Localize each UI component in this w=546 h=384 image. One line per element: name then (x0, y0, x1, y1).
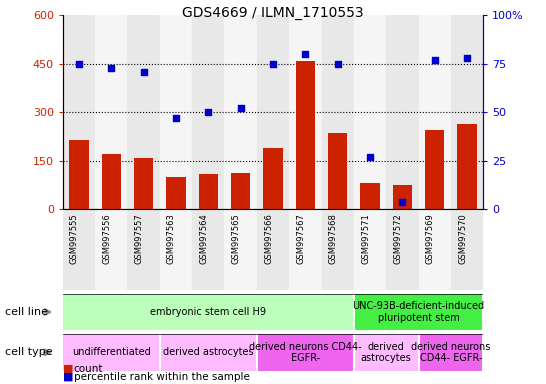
Text: count: count (74, 364, 103, 374)
Bar (127, 209, 160, 290)
Bar (328, 133, 347, 209)
Text: derived
astrocytes: derived astrocytes (361, 341, 412, 363)
Point (107, 65, 116, 71)
Point (236, 105, 245, 111)
Point (430, 57, 439, 63)
Bar (63, 294, 354, 330)
Bar (257, 209, 289, 290)
Text: derived astrocytes: derived astrocytes (163, 347, 254, 358)
Point (462, 55, 471, 61)
Bar (102, 154, 121, 209)
Bar (425, 130, 444, 209)
Text: ■: ■ (63, 364, 73, 374)
Bar (360, 184, 379, 209)
Bar (354, 334, 419, 371)
Text: GSM997563: GSM997563 (167, 214, 176, 264)
Point (301, 51, 310, 57)
Bar (95, 15, 127, 209)
Bar (263, 148, 283, 209)
Text: embryonic stem cell H9: embryonic stem cell H9 (150, 307, 266, 317)
Bar (199, 174, 218, 209)
Point (171, 115, 180, 121)
Bar (322, 15, 354, 209)
Text: GSM997567: GSM997567 (296, 214, 305, 264)
Point (398, 199, 407, 205)
Bar (295, 61, 315, 209)
Text: derived neurons
CD44- EGFR-: derived neurons CD44- EGFR- (411, 341, 490, 363)
Bar (289, 15, 322, 209)
Bar (386, 209, 419, 290)
Text: GSM997571: GSM997571 (361, 214, 370, 264)
Bar (134, 157, 153, 209)
Text: UNC-93B-deficient-induced
pluripotent stem: UNC-93B-deficient-induced pluripotent st… (353, 301, 485, 323)
Text: GSM997569: GSM997569 (426, 214, 435, 264)
Bar (354, 209, 386, 290)
Bar (322, 209, 354, 290)
Point (139, 68, 148, 74)
Text: GSM997557: GSM997557 (135, 214, 144, 264)
Bar (354, 294, 483, 330)
Text: GSM997556: GSM997556 (102, 214, 111, 264)
Text: GSM997566: GSM997566 (264, 214, 273, 264)
Bar (257, 334, 354, 371)
Bar (127, 15, 160, 209)
Bar (63, 209, 95, 290)
Bar (451, 15, 483, 209)
Bar (69, 140, 88, 209)
Bar (419, 334, 483, 371)
Bar (95, 209, 127, 290)
Bar (419, 209, 451, 290)
Text: GDS4669 / ILMN_1710553: GDS4669 / ILMN_1710553 (182, 6, 364, 20)
Text: undifferentiated: undifferentiated (72, 347, 151, 358)
Bar (160, 15, 192, 209)
Text: percentile rank within the sample: percentile rank within the sample (74, 372, 250, 382)
Text: GSM997555: GSM997555 (70, 214, 79, 264)
Bar (224, 15, 257, 209)
Text: GSM997565: GSM997565 (232, 214, 241, 264)
Bar (231, 173, 251, 209)
Text: GSM997568: GSM997568 (329, 214, 337, 264)
Bar (160, 209, 192, 290)
Text: derived neurons CD44-
EGFR-: derived neurons CD44- EGFR- (249, 341, 361, 363)
Bar (393, 185, 412, 209)
Bar (160, 334, 257, 371)
Text: GSM997572: GSM997572 (393, 214, 402, 264)
Point (366, 154, 375, 160)
Text: GSM997564: GSM997564 (199, 214, 209, 264)
Text: GSM997570: GSM997570 (458, 214, 467, 264)
Point (75, 61, 84, 67)
Bar (224, 209, 257, 290)
Text: cell type: cell type (5, 347, 53, 358)
Bar (386, 15, 419, 209)
Bar (167, 177, 186, 209)
Bar (451, 209, 483, 290)
Bar (289, 209, 322, 290)
Point (333, 61, 342, 67)
Bar (458, 124, 477, 209)
Text: ■: ■ (63, 372, 73, 382)
Bar (192, 209, 224, 290)
Bar (63, 15, 95, 209)
Bar (63, 334, 160, 371)
Point (269, 61, 277, 67)
Text: cell line: cell line (5, 307, 49, 317)
Bar (257, 15, 289, 209)
Point (204, 109, 213, 116)
Bar (192, 15, 224, 209)
Bar (419, 15, 451, 209)
Bar (354, 15, 386, 209)
